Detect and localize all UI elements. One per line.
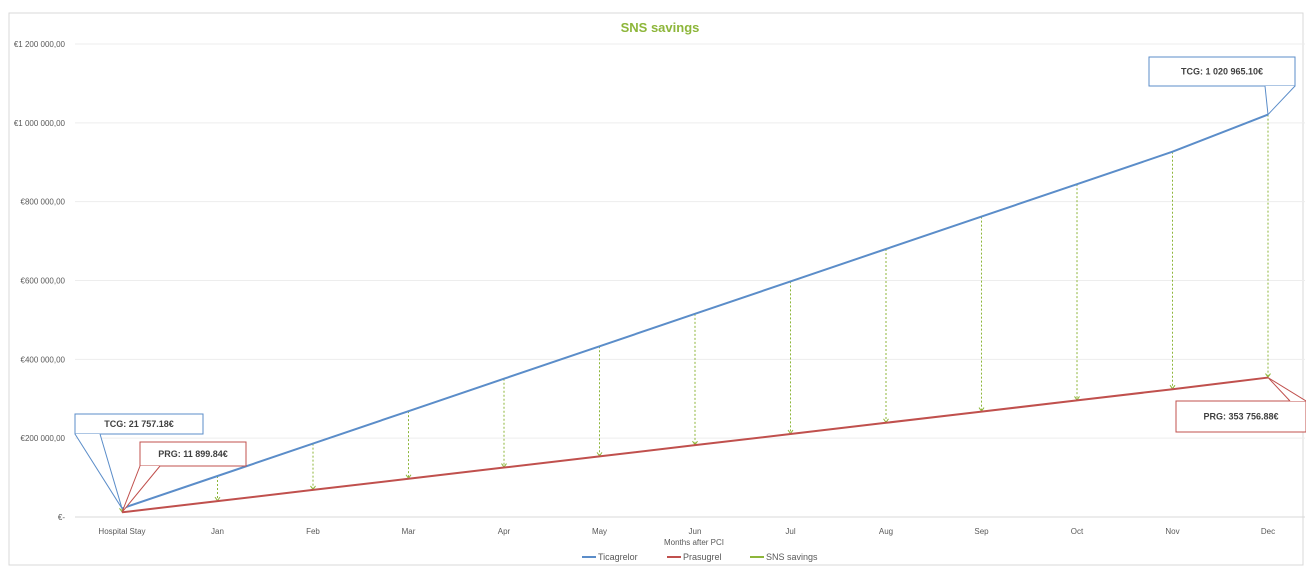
y-tick-label: €1 000 000,00 xyxy=(14,119,66,128)
callout-pointer xyxy=(121,465,161,513)
y-axis-tick-labels: €- €200 000,00 €400 000,00 €600 000,00 €800 … xyxy=(14,40,66,522)
callout-box xyxy=(1175,400,1306,433)
x-tick-label: May xyxy=(592,527,607,536)
gridlines xyxy=(75,43,1305,518)
x-tick-label: Nov xyxy=(1165,527,1179,536)
y-tick-label: €- xyxy=(58,513,65,522)
callout-label: PRG: 353 756.88€ xyxy=(1203,412,1278,422)
y-tick-label: €800 000,00 xyxy=(21,198,66,207)
y-tick-label: €600 000,00 xyxy=(21,277,66,286)
y-tick-label: €1 200 000,00 xyxy=(14,40,66,49)
x-tick-label: Hospital Stay xyxy=(98,527,145,536)
x-tick-label: Aug xyxy=(879,527,893,536)
legend-label: SNS savings xyxy=(766,552,818,562)
y-tick-label: €400 000,00 xyxy=(21,355,66,364)
legend: Ticagrelor Prasugrel SNS savings xyxy=(582,552,818,562)
sns-savings-arrows xyxy=(119,114,1271,513)
x-tick-label: Apr xyxy=(498,527,511,536)
x-tick-label: Mar xyxy=(402,527,416,536)
callout-box xyxy=(74,413,204,435)
legend-label: Prasugrel xyxy=(683,552,722,562)
legend-label: Ticagrelor xyxy=(598,552,638,562)
x-tick-label: Feb xyxy=(306,527,320,536)
series-line-ticagrelor xyxy=(121,113,1269,510)
callout-label: TCG: 1 020 965.10€ xyxy=(1181,67,1263,77)
x-tick-label: Sep xyxy=(974,527,989,536)
x-axis-tick-labels: Hospital Stay Jan Feb Mar Apr May Jun Jul Aug Sep… xyxy=(98,527,1275,536)
callout-pointer xyxy=(74,433,123,509)
callout-pointer xyxy=(1267,377,1306,402)
x-axis-title: Months after PCI xyxy=(664,538,724,547)
y-tick-label: €200 000,00 xyxy=(21,434,66,443)
x-tick-label: Oct xyxy=(1071,527,1084,536)
series-lines xyxy=(121,113,1269,514)
callout-pointer xyxy=(1264,85,1296,116)
x-tick-label: Jun xyxy=(689,527,702,536)
callout-label: TCG: 21 757.18€ xyxy=(104,419,174,429)
x-tick-label: Jul xyxy=(785,527,795,536)
callouts: TCG: 21 757.18€ PRG: 11 899.84€ TCG: 1 020… xyxy=(74,56,1306,513)
chart-area-border xyxy=(8,12,1304,566)
callout-label: PRG: 11 899.84€ xyxy=(158,449,228,459)
callout-box xyxy=(139,441,247,467)
x-tick-label: Dec xyxy=(1261,527,1275,536)
callout-box xyxy=(1148,56,1296,87)
series-line-prasugrel xyxy=(121,376,1269,514)
x-tick-label: Jan xyxy=(211,527,224,536)
chart-title: SNS savings xyxy=(621,20,700,35)
savings-arrowhead xyxy=(1265,373,1271,378)
